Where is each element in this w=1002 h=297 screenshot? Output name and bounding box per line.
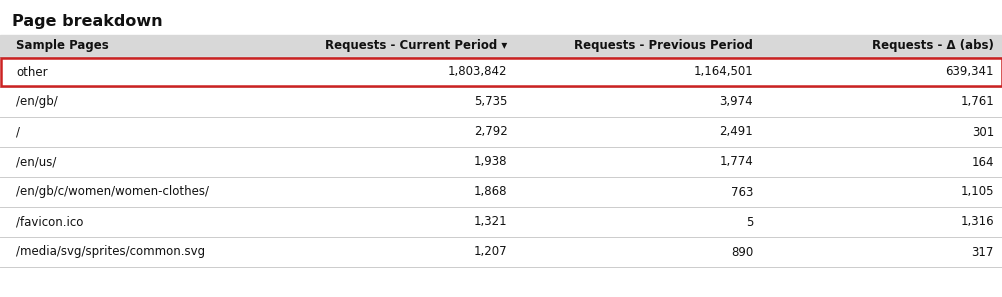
Text: 317: 317 (971, 246, 993, 258)
Text: 5,735: 5,735 (474, 96, 507, 108)
Text: 1,105: 1,105 (960, 186, 993, 198)
Text: /en/us/: /en/us/ (16, 156, 56, 168)
Text: Sample Pages: Sample Pages (16, 40, 108, 53)
Text: /en/gb/c/women/women-clothes/: /en/gb/c/women/women-clothes/ (16, 186, 208, 198)
Text: 1,321: 1,321 (473, 216, 507, 228)
Text: 164: 164 (971, 156, 993, 168)
Bar (0, 147, 1002, 177)
Text: 2,792: 2,792 (473, 126, 507, 138)
Bar (0, 87, 1002, 117)
Text: 2,491: 2,491 (718, 126, 753, 138)
Text: 1,164,501: 1,164,501 (692, 66, 753, 78)
Text: 1,207: 1,207 (473, 246, 507, 258)
Text: 890: 890 (730, 246, 753, 258)
Bar (0, 57, 1002, 87)
Bar (1, 58, 1001, 86)
Text: 639,341: 639,341 (945, 66, 993, 78)
Text: Requests - Current Period ▾: Requests - Current Period ▾ (325, 40, 507, 53)
Text: Page breakdown: Page breakdown (12, 14, 162, 29)
Text: 1,316: 1,316 (959, 216, 993, 228)
Text: 1,774: 1,774 (718, 156, 753, 168)
Text: /media/svg/sprites/common.svg: /media/svg/sprites/common.svg (16, 246, 205, 258)
Text: Requests - Previous Period: Requests - Previous Period (574, 40, 753, 53)
Text: /favicon.ico: /favicon.ico (16, 216, 83, 228)
Bar (0, 35, 1002, 57)
Text: 1,938: 1,938 (474, 156, 507, 168)
Bar (0, 237, 1002, 267)
Text: 3,974: 3,974 (718, 96, 753, 108)
Text: other: other (16, 66, 48, 78)
Text: 1,803,842: 1,803,842 (448, 66, 507, 78)
Text: /en/gb/: /en/gb/ (16, 96, 58, 108)
Text: 1,761: 1,761 (959, 96, 993, 108)
Text: 301: 301 (971, 126, 993, 138)
Bar (0, 207, 1002, 237)
Text: Requests - Δ (abs): Requests - Δ (abs) (872, 40, 993, 53)
Text: 1,868: 1,868 (474, 186, 507, 198)
Text: /: / (16, 126, 20, 138)
Text: 5: 5 (745, 216, 753, 228)
Bar (0, 117, 1002, 147)
Text: 763: 763 (730, 186, 753, 198)
Bar (0, 177, 1002, 207)
